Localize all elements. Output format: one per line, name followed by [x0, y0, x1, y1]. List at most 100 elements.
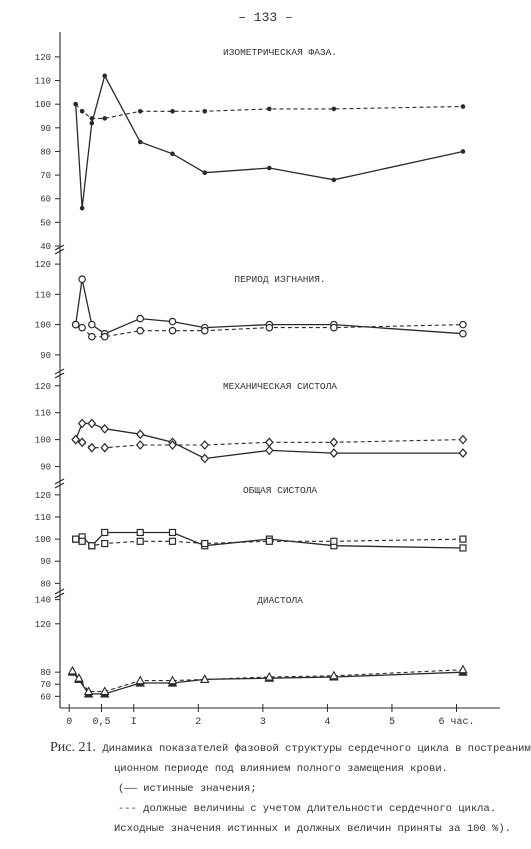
y-tick-label: 100: [35, 321, 51, 331]
expected-values-line: [75, 538, 464, 547]
expected-value-point: [458, 434, 468, 445]
y-tick-label: 80: [40, 668, 51, 678]
expected-value-point: [100, 332, 109, 341]
y-tick-label: 70: [40, 171, 51, 181]
expected-value-point: [71, 434, 80, 445]
true-value-point: [460, 149, 466, 154]
true-value-point: [331, 177, 337, 183]
expected-values-line: [75, 103, 464, 119]
panel-title: ИЗОМЕТРИЧЕСКАЯ ФАЗА.: [223, 47, 337, 58]
axis-break: [54, 368, 65, 375]
y-tick-label: 50: [40, 218, 51, 228]
page-number: – 133 –: [238, 10, 293, 25]
expected-value-point: [200, 326, 209, 335]
x-tick-label: 0,5: [92, 717, 110, 728]
y-tick-label: 40: [40, 242, 51, 252]
expected-values-line: [72, 669, 464, 693]
y-tick-label: 110: [35, 77, 51, 87]
true-value-point: [100, 423, 110, 434]
panel-titles: ИЗОМЕТРИЧЕСКАЯ ФАЗА. ПЕРИОД ИЗГНАНИЯ. МЕХА…: [223, 47, 337, 606]
expected-value-point: [168, 440, 177, 450]
expected-value-point: [88, 542, 96, 550]
true-value-point: [459, 544, 467, 552]
y-tick-label: 100: [35, 100, 51, 110]
true-value-point: [101, 528, 109, 537]
true-value-point: [202, 170, 208, 176]
true-value-point: [87, 418, 97, 429]
expected-value-point: [79, 108, 85, 114]
y-tick-label: 60: [40, 195, 51, 205]
true-value-point: [79, 205, 85, 211]
true-values-line: [75, 74, 464, 209]
expected-value-point: [101, 539, 109, 548]
caption-line-1: Динамика показателей фазовой структуры с…: [102, 743, 531, 755]
expected-value-point: [137, 108, 143, 114]
caption-line-5: Исходные значения истинных и должных вел…: [114, 823, 511, 835]
true-values-line: [75, 531, 464, 549]
y-tick-label: 80: [40, 147, 51, 157]
true-values-line: [75, 279, 464, 335]
y-tick-label: 110: [35, 409, 51, 419]
x-tick-label: 0: [66, 717, 72, 728]
expected-value-point: [77, 437, 87, 448]
y-tick-label: 120: [35, 260, 51, 270]
y-tick-label: 110: [35, 513, 51, 523]
true-value-point: [137, 139, 143, 145]
y-tick-label: 80: [40, 579, 51, 589]
expected-value-point: [89, 116, 95, 121]
y-tick-label: 90: [40, 351, 51, 361]
expected-value-point: [71, 320, 80, 329]
x-tick-label: 2: [195, 717, 201, 728]
axis-break: [54, 248, 65, 255]
expected-value-point: [100, 442, 110, 453]
expected-value-point: [459, 535, 467, 543]
expected-value-point: [72, 535, 80, 543]
x-tick-label: 5: [389, 717, 395, 728]
expected-value-point: [267, 106, 272, 112]
expected-values-line: [75, 324, 464, 338]
expected-value-point: [135, 675, 145, 685]
expected-value-point: [100, 686, 110, 696]
panel-title: ДИАСТОЛА: [257, 595, 303, 606]
expected-value-point: [136, 537, 144, 545]
y-tick-label: 120: [35, 491, 51, 501]
expected-value-point: [168, 326, 177, 335]
expected-value-point: [67, 665, 78, 675]
expected-value-point: [102, 116, 108, 121]
true-value-point: [265, 445, 274, 456]
expected-value-point: [168, 537, 177, 545]
expected-value-point: [200, 440, 210, 450]
true-values-line: [75, 422, 463, 460]
expected-value-point: [74, 673, 84, 682]
expected-value-point: [202, 108, 208, 114]
series: [67, 73, 468, 698]
y-tick-label: 140: [35, 596, 51, 606]
expected-value-point: [167, 675, 178, 685]
true-values-line: [72, 671, 464, 695]
y-tick-label: 90: [40, 124, 51, 134]
y-tick-label: 70: [40, 680, 51, 690]
expected-value-point: [83, 686, 94, 696]
figure-label: Рис. 21.: [50, 740, 96, 755]
true-value-point: [136, 528, 144, 537]
axis-break: [54, 482, 65, 489]
expected-value-point: [265, 537, 273, 545]
expected-value-point: [135, 440, 145, 450]
true-value-point: [88, 320, 96, 329]
axes: 0 0,5 I 2 3 4 5 6 час. 120 110 100 90 80 70 60 50 40 120 1…: [35, 32, 500, 728]
expected-value-point: [330, 323, 338, 332]
expected-value-point: [78, 537, 86, 545]
expected-value-point: [265, 437, 274, 448]
expected-value-point: [201, 539, 209, 548]
axis-break: [54, 244, 65, 251]
figure-caption: Рис. 21. Динамика показателей фазовой ст…: [50, 738, 531, 839]
caption-line-4: --- должные величины с учетом длительнос…: [118, 803, 497, 815]
axis-break: [54, 372, 65, 379]
x-tick-label: I: [131, 717, 137, 728]
caption-line-3: (—— истинные значения;: [118, 783, 257, 795]
true-value-point: [136, 314, 145, 323]
true-value-point: [102, 73, 108, 79]
axis-break: [54, 588, 65, 595]
true-value-point: [78, 275, 86, 284]
